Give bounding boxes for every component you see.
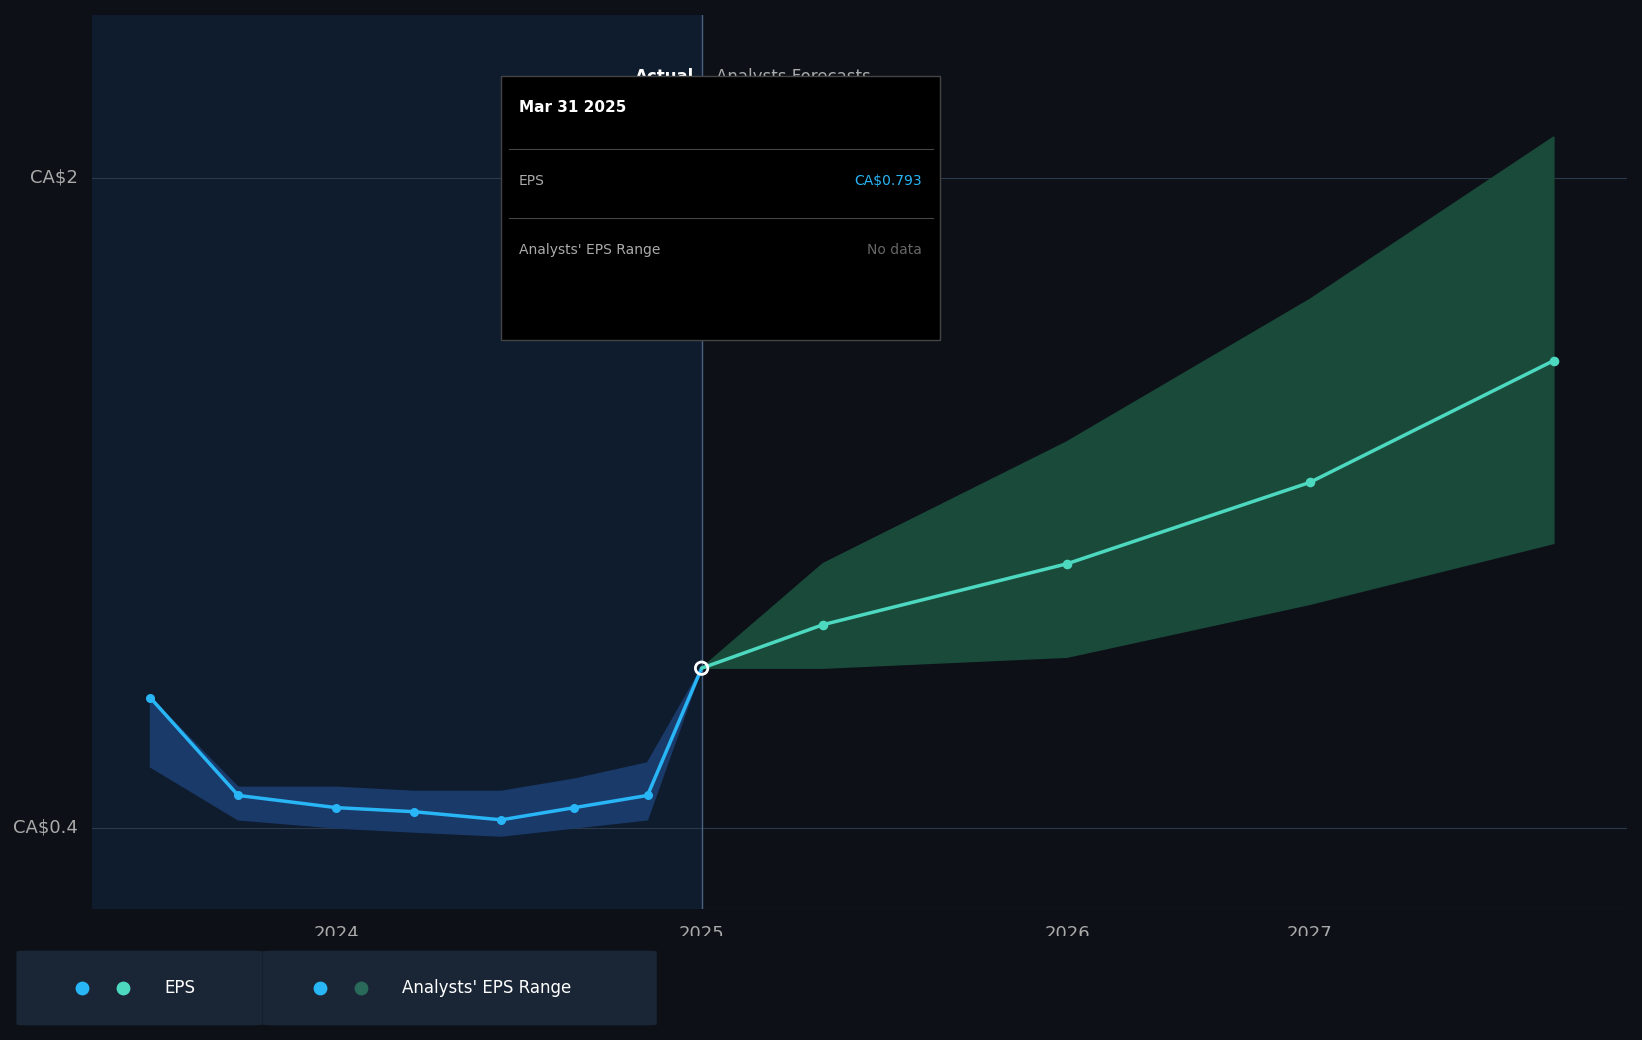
Point (110, 980, 136, 996)
FancyBboxPatch shape (501, 76, 939, 340)
Text: 2025: 2025 (678, 926, 724, 943)
Text: Analysts' EPS Range: Analysts' EPS Range (519, 242, 660, 257)
Text: Analysts' EPS Range: Analysts' EPS Range (402, 979, 571, 997)
Text: Mar 31 2025: Mar 31 2025 (519, 100, 626, 115)
Point (401, 803, 427, 820)
Point (138, 690, 164, 706)
Point (1054, 555, 1080, 572)
Point (323, 800, 350, 816)
Text: No data: No data (867, 242, 923, 257)
Text: CA$0.793: CA$0.793 (855, 174, 923, 187)
Point (225, 787, 251, 804)
Point (634, 787, 660, 804)
Text: EPS: EPS (519, 174, 545, 187)
Point (688, 660, 714, 677)
Text: Actual: Actual (635, 68, 695, 86)
Text: Analysts Forecasts: Analysts Forecasts (716, 68, 870, 86)
Text: 2027: 2027 (1287, 926, 1333, 943)
Point (348, 980, 374, 996)
Polygon shape (151, 669, 701, 836)
Text: CA$2: CA$2 (30, 168, 77, 186)
Point (488, 811, 514, 828)
Text: 2024: 2024 (314, 926, 360, 943)
Point (1540, 353, 1566, 369)
Point (1297, 474, 1323, 491)
Text: 2026: 2026 (1044, 926, 1090, 943)
Text: EPS: EPS (164, 979, 195, 997)
FancyBboxPatch shape (263, 951, 657, 1025)
Point (69, 980, 95, 996)
Point (307, 980, 333, 996)
Point (810, 617, 836, 633)
FancyBboxPatch shape (16, 951, 263, 1025)
Bar (92, 15, 701, 909)
Point (562, 800, 588, 816)
Text: CA$0.4: CA$0.4 (13, 818, 77, 837)
Polygon shape (701, 137, 1553, 669)
